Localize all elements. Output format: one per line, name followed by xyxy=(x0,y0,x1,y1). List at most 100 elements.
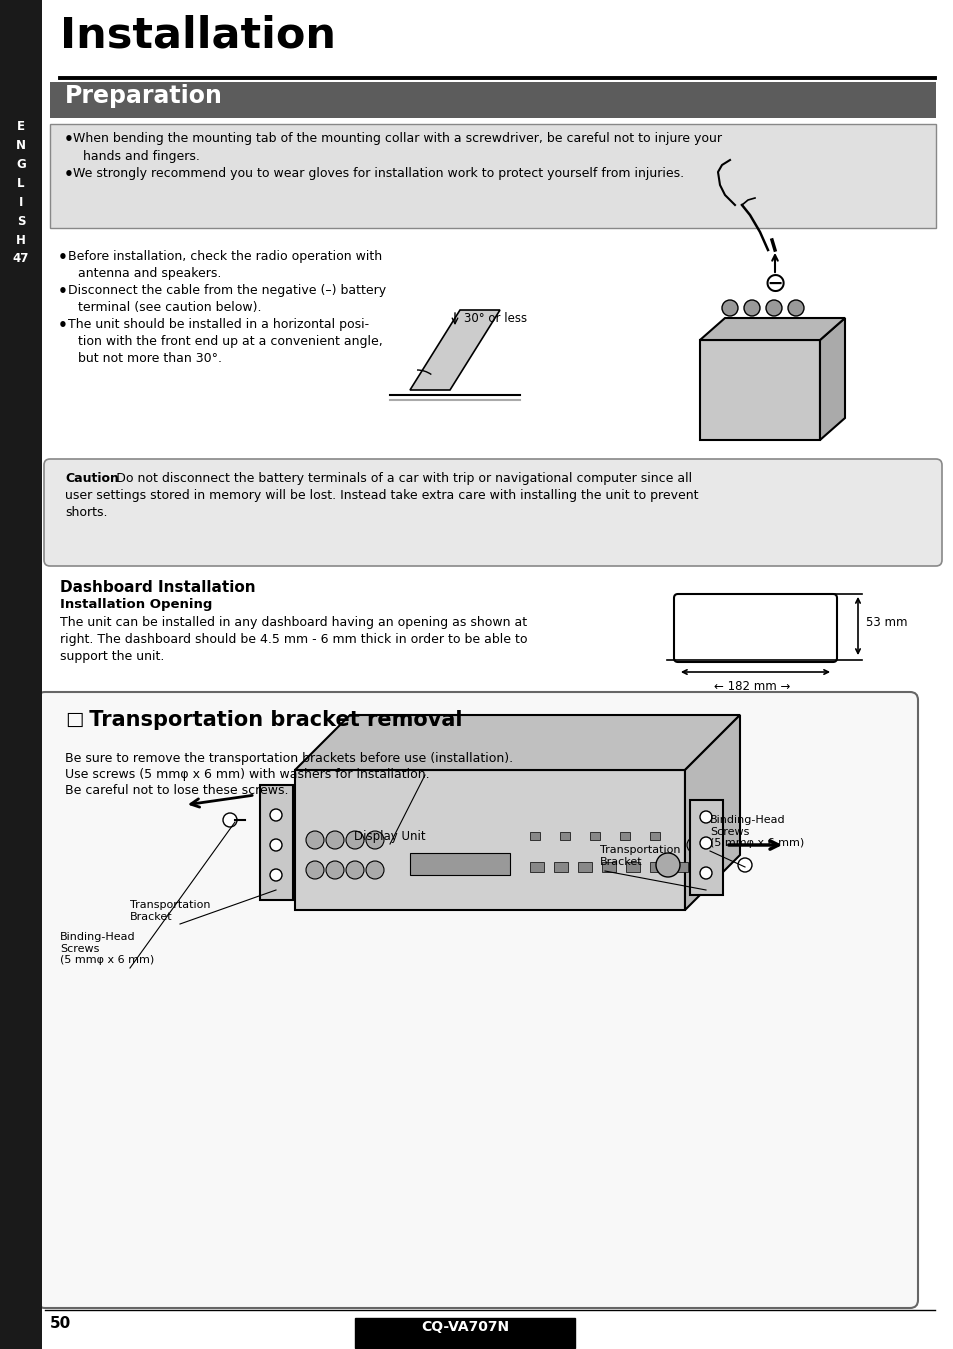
Bar xyxy=(554,862,567,871)
Circle shape xyxy=(366,861,384,880)
Polygon shape xyxy=(294,715,740,770)
Circle shape xyxy=(686,836,702,853)
Text: 47: 47 xyxy=(12,252,30,264)
Circle shape xyxy=(326,831,344,849)
Bar xyxy=(530,832,539,840)
Circle shape xyxy=(366,831,384,849)
Circle shape xyxy=(270,809,282,822)
Text: •: • xyxy=(64,167,73,182)
Text: •: • xyxy=(58,318,68,333)
Text: H: H xyxy=(16,233,26,247)
Polygon shape xyxy=(700,318,844,340)
Text: L: L xyxy=(17,177,25,190)
Text: Installation Opening: Installation Opening xyxy=(60,598,213,611)
Text: Be careful not to lose these screws.: Be careful not to lose these screws. xyxy=(65,784,288,797)
Circle shape xyxy=(270,869,282,881)
Text: user settings stored in memory will be lost. Instead take extra care with instal: user settings stored in memory will be l… xyxy=(65,488,698,502)
Circle shape xyxy=(700,867,711,880)
Text: Before installation, check the radio operation with: Before installation, check the radio ope… xyxy=(68,250,382,263)
Bar xyxy=(649,862,663,871)
Bar xyxy=(700,340,820,440)
Text: E: E xyxy=(17,120,25,134)
Text: support the unit.: support the unit. xyxy=(60,650,164,662)
Text: antenna and speakers.: antenna and speakers. xyxy=(78,267,221,281)
Text: hands and fingers.: hands and fingers. xyxy=(83,150,200,163)
Circle shape xyxy=(346,861,364,880)
Text: Preparation: Preparation xyxy=(65,84,223,108)
Polygon shape xyxy=(294,770,684,911)
Circle shape xyxy=(223,813,236,827)
Text: N: N xyxy=(16,139,26,152)
Text: 30° or less: 30° or less xyxy=(463,312,527,325)
Circle shape xyxy=(306,861,324,880)
Bar xyxy=(355,1318,575,1348)
Text: Transportation
Bracket: Transportation Bracket xyxy=(130,900,211,921)
Text: S: S xyxy=(17,214,25,228)
Text: Binding-Head
Screws
(5 mmφ x 6 mm): Binding-Head Screws (5 mmφ x 6 mm) xyxy=(709,815,803,849)
Polygon shape xyxy=(410,310,499,390)
FancyBboxPatch shape xyxy=(44,459,941,567)
Text: tion with the front end up at a convenient angle,: tion with the front end up at a convenie… xyxy=(78,335,382,348)
Bar xyxy=(673,862,687,871)
Bar xyxy=(530,862,543,871)
Text: The unit can be installed in any dashboard having an opening as shown at: The unit can be installed in any dashboa… xyxy=(60,616,527,629)
Text: Caution: Caution xyxy=(65,472,119,486)
Bar xyxy=(619,832,629,840)
Circle shape xyxy=(700,811,711,823)
Text: □: □ xyxy=(65,710,83,728)
Text: •: • xyxy=(58,250,68,264)
Text: When bending the mounting tab of the mounting collar with a screwdriver, be care: When bending the mounting tab of the mou… xyxy=(73,132,721,144)
Circle shape xyxy=(765,299,781,316)
Bar xyxy=(559,832,569,840)
Circle shape xyxy=(700,836,711,849)
Text: Be sure to remove the transportation brackets before use (installation).: Be sure to remove the transportation bra… xyxy=(65,751,513,765)
Text: but not more than 30°.: but not more than 30°. xyxy=(78,352,222,366)
Text: 53 mm: 53 mm xyxy=(865,615,906,629)
Text: Use screws (5 mmφ x 6 mm) with washers for installation.: Use screws (5 mmφ x 6 mm) with washers f… xyxy=(65,768,429,781)
Circle shape xyxy=(346,831,364,849)
Text: Binding-Head
Screws
(5 mmφ x 6 mm): Binding-Head Screws (5 mmφ x 6 mm) xyxy=(60,932,154,965)
Text: Transportation bracket removal: Transportation bracket removal xyxy=(82,710,462,730)
Bar xyxy=(50,124,935,228)
Text: We strongly recommend you to wear gloves for installation work to protect yourse: We strongly recommend you to wear gloves… xyxy=(73,167,683,179)
Bar xyxy=(410,853,510,876)
Circle shape xyxy=(721,299,738,316)
Text: CQ-VA707N: CQ-VA707N xyxy=(420,1321,509,1334)
Text: Installation: Installation xyxy=(60,15,335,57)
Text: 50: 50 xyxy=(50,1317,71,1331)
FancyBboxPatch shape xyxy=(673,594,836,662)
Text: ⊖: ⊖ xyxy=(762,270,786,298)
Circle shape xyxy=(656,853,679,877)
Text: •: • xyxy=(58,285,68,299)
Bar xyxy=(50,82,935,117)
Text: I: I xyxy=(19,196,23,209)
Circle shape xyxy=(738,858,751,871)
Text: :  Do not disconnect the battery terminals of a car with trip or navigational co: : Do not disconnect the battery terminal… xyxy=(104,472,691,486)
Text: Display Unit: Display Unit xyxy=(354,830,425,843)
Circle shape xyxy=(787,299,803,316)
Text: terminal (see caution below).: terminal (see caution below). xyxy=(78,301,261,314)
Bar xyxy=(649,832,659,840)
Text: Disconnect the cable from the negative (–) battery: Disconnect the cable from the negative (… xyxy=(68,285,386,297)
Bar xyxy=(0,0,42,1349)
Text: right. The dashboard should be 4.5 mm - 6 mm thick in order to be able to: right. The dashboard should be 4.5 mm - … xyxy=(60,633,527,646)
Circle shape xyxy=(306,831,324,849)
Bar xyxy=(625,862,639,871)
Polygon shape xyxy=(820,318,844,440)
Text: ← 182 mm →: ← 182 mm → xyxy=(713,680,789,693)
Text: The unit should be installed in a horizontal posi-: The unit should be installed in a horizo… xyxy=(68,318,369,331)
Polygon shape xyxy=(684,715,740,911)
FancyBboxPatch shape xyxy=(37,692,917,1309)
Circle shape xyxy=(326,861,344,880)
Bar xyxy=(601,862,616,871)
Bar xyxy=(578,862,592,871)
Bar xyxy=(589,832,599,840)
Text: Transportation
Bracket: Transportation Bracket xyxy=(599,844,679,866)
Text: G: G xyxy=(16,158,26,171)
Circle shape xyxy=(743,299,760,316)
Text: Dashboard Installation: Dashboard Installation xyxy=(60,580,255,595)
Polygon shape xyxy=(260,785,293,900)
Circle shape xyxy=(270,839,282,851)
Text: shorts.: shorts. xyxy=(65,506,108,519)
Text: •: • xyxy=(64,132,73,147)
